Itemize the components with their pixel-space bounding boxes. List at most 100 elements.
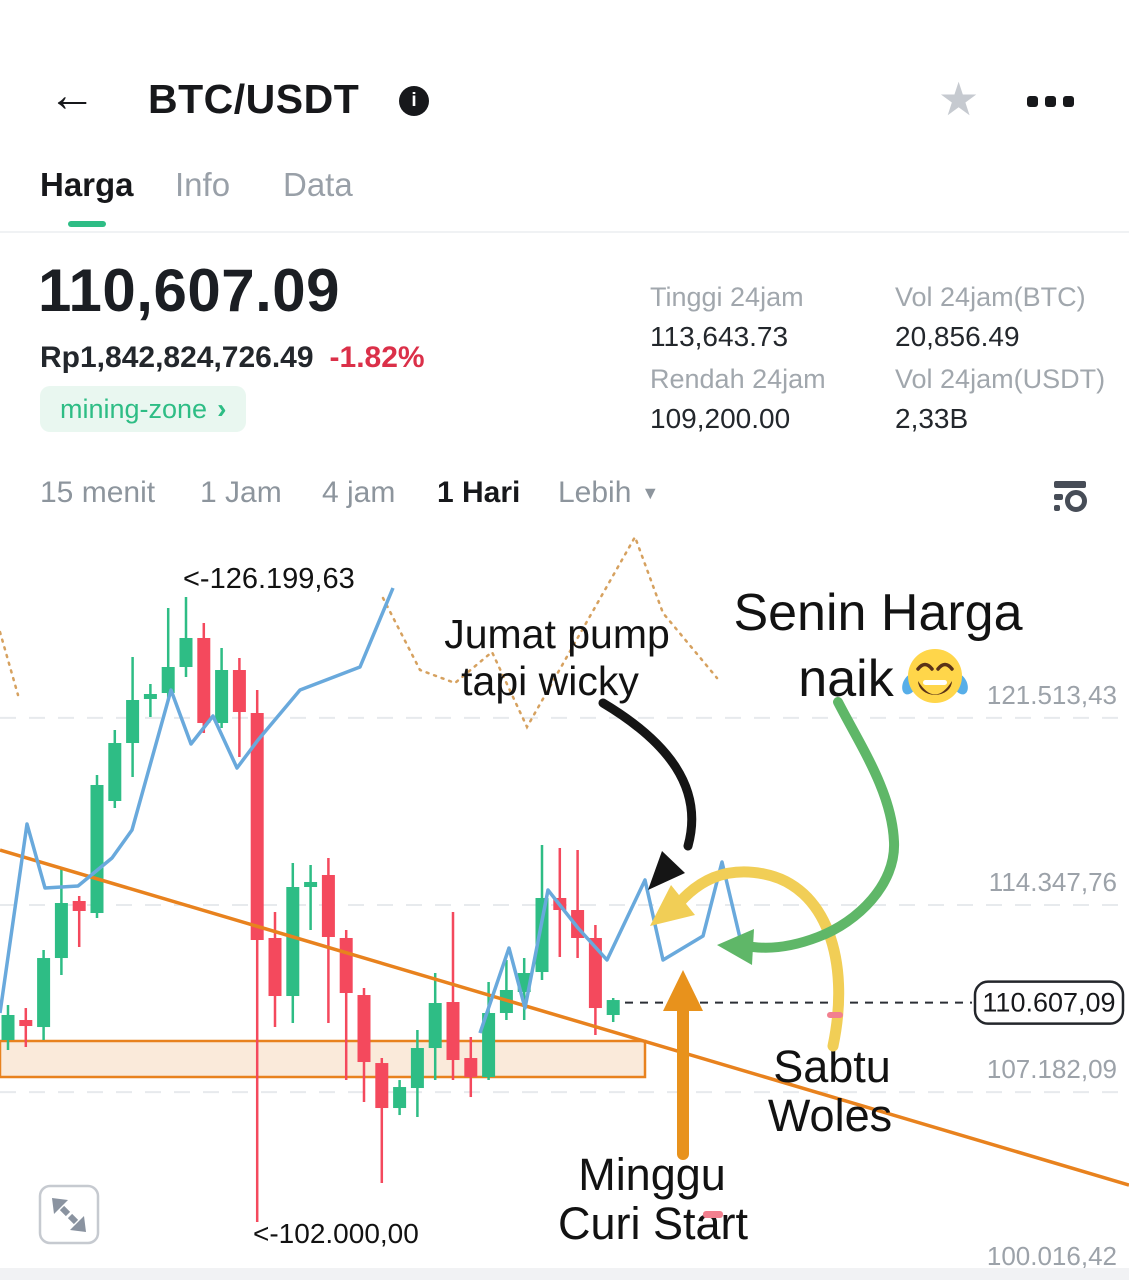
tab-info[interactable]: Info — [175, 166, 231, 203]
candle-body — [250, 713, 264, 941]
candle-body — [37, 958, 51, 1028]
black-arrow — [598, 698, 697, 851]
header-divider — [0, 231, 1129, 233]
chevron-down-icon: ▼ — [641, 483, 660, 503]
stat-item: Vol 24jam(USDT) 2,33B — [895, 364, 1129, 435]
fiat-value: Rp1,842,824,726.49 — [40, 341, 314, 374]
annotation-minggu-note: Curi Start — [558, 1198, 749, 1249]
ma-fast-line — [0, 587, 395, 1014]
stat-label: Vol 24jam(BTC) — [895, 282, 1086, 312]
timeframe-lebih[interactable]: Lebih ▼ — [558, 476, 660, 509]
candle-body — [304, 881, 318, 888]
mining-zone-tag[interactable]: mining-zone › — [40, 386, 247, 432]
stat-value: 2,33B — [895, 403, 969, 434]
annotation-jumat-note: tapi wicky — [461, 658, 639, 704]
candle-body — [588, 937, 602, 1009]
candle-body — [54, 903, 68, 959]
support-zone — [0, 1039, 647, 1079]
timeframe-4-jam[interactable]: 4 jam — [322, 476, 396, 509]
candle-body — [1, 1014, 15, 1041]
mining-zone-label: mining-zone — [60, 393, 208, 424]
red-mark — [827, 1012, 843, 1018]
axis-price-label: 107.182,09 — [987, 1054, 1117, 1084]
last-price: 110,607.09 — [38, 257, 340, 324]
stat-item: Vol 24jam(BTC) 20,856.49 — [895, 282, 1129, 353]
candle-body — [72, 900, 86, 911]
expand-chart-button[interactable] — [38, 1184, 100, 1245]
candle-body — [108, 743, 122, 801]
annotation-sabtu-note: Woles — [768, 1090, 892, 1141]
candle-body — [606, 1000, 620, 1015]
ma-fast-line — [478, 860, 742, 1034]
candle-body — [161, 667, 175, 694]
green-arrow — [748, 697, 900, 953]
candle-body — [410, 1048, 424, 1089]
black-arrow-head — [648, 851, 685, 890]
red-mark — [703, 1211, 723, 1218]
timeframe-1-hari[interactable]: 1 Hari — [437, 476, 521, 509]
axis-price-label: 121.513,43 — [987, 680, 1117, 710]
change-percent: -1.82% — [329, 341, 425, 374]
candle-body — [464, 1058, 478, 1078]
stat-value: 109,200.00 — [650, 403, 791, 434]
info-icon[interactable]: i — [399, 86, 429, 116]
last-price-box-label: 110.607,09 — [982, 988, 1115, 1018]
candle-body — [482, 1013, 496, 1078]
stat-label: Rendah 24jam — [650, 364, 826, 394]
candle-body — [19, 1020, 33, 1027]
candle-body — [126, 700, 140, 744]
ma-slow-line — [381, 534, 719, 730]
annotation-swing-high-label: <-126.199,63 — [183, 563, 355, 595]
candle-body — [446, 1002, 460, 1061]
ma-slow-line — [0, 630, 20, 697]
last-price-box — [973, 980, 1125, 1025]
trendline — [0, 848, 1129, 1187]
stat-label: Vol 24jam(USDT) — [895, 364, 1106, 394]
candle-body — [143, 694, 157, 700]
candle-body — [90, 784, 104, 914]
stat-value: 20,856.49 — [895, 321, 1020, 352]
price-chart[interactable]: 121.513,43 114.347,76 107.182,09 100.016,42… — [0, 530, 1129, 1280]
candle-body — [286, 887, 300, 997]
candle-body — [215, 670, 229, 724]
candle-body — [357, 995, 371, 1063]
joy-emoji-icon — [902, 649, 968, 703]
annotation-minggu-note: Minggu — [578, 1149, 726, 1200]
annotation-senin-note: Senin Harga — [733, 584, 1022, 642]
more-menu-icon[interactable] — [1027, 96, 1074, 107]
chevron-right-icon: › — [217, 393, 227, 424]
candle-body — [339, 937, 353, 994]
axis-price-label: 100.016,42 — [987, 1241, 1117, 1271]
stat-label: Tinggi 24jam — [650, 282, 804, 312]
back-button[interactable]: ← — [48, 69, 96, 122]
tab-harga[interactable]: Harga — [40, 166, 134, 203]
tab-data[interactable]: Data — [283, 166, 353, 203]
candle-body — [428, 1003, 442, 1049]
candle-body — [535, 897, 549, 973]
axis-price-label: 114.347,76 — [989, 867, 1117, 897]
candle-body — [393, 1087, 407, 1109]
stat-item: Rendah 24jam 109,200.00 — [650, 364, 895, 435]
stat-value: 113,643.73 — [650, 321, 789, 352]
timeframe-15-menit[interactable]: 15 menit — [40, 476, 156, 509]
favorite-star-icon[interactable]: ★ — [938, 73, 980, 125]
price-subrow: Rp1,842,824,726.49 -1.82% — [40, 341, 425, 375]
green-arrow-head — [717, 929, 754, 965]
chart-settings-icon[interactable] — [1052, 477, 1088, 513]
orange-arrow-head — [663, 970, 703, 1011]
candle-body — [232, 670, 246, 713]
active-tab-underline — [68, 221, 106, 227]
candle-body — [179, 637, 193, 668]
timeframe-1-jam[interactable]: 1 Jam — [200, 476, 282, 509]
yellow-arrow-head — [650, 885, 695, 926]
bottom-bar — [0, 1268, 1129, 1280]
annotation-swing-low-label: <-102.000,00 — [253, 1218, 419, 1249]
yellow-arrow — [674, 866, 845, 1052]
annotation-senin-note: naik — [798, 650, 894, 708]
candle-body — [197, 637, 211, 724]
candle-body — [321, 874, 335, 938]
candle-body — [375, 1063, 389, 1109]
candle-body — [268, 937, 282, 997]
annotation-jumat-note: Jumat pump — [444, 611, 670, 657]
